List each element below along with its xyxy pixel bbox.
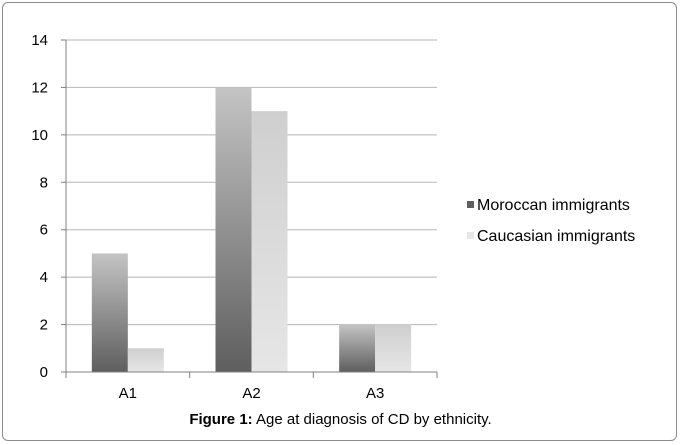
- ytick-label-8: 8: [40, 174, 48, 191]
- ytick-label-6: 6: [40, 222, 48, 239]
- legend: Moroccan immigrants Caucasian immigrants: [467, 197, 635, 245]
- bars: [91, 87, 412, 373]
- bar-caucasian-a3: [375, 324, 412, 372]
- bar-caucasian-a2: [251, 111, 288, 373]
- ytick-label-4: 4: [40, 269, 48, 286]
- bar-chart: 0 2 4 6 8 10 12 14 A1 A2 A3 Moroccan immigrants Ca…: [31, 32, 635, 402]
- legend-swatch-moroccan: [467, 201, 474, 208]
- ytick-label-2: 2: [40, 317, 48, 334]
- bar-moroccan-a2: [215, 87, 252, 372]
- ytick-label-12: 12: [31, 79, 48, 96]
- legend-swatch-caucasian: [467, 232, 474, 239]
- legend-label-moroccan: Moroccan immigrants: [477, 197, 630, 214]
- x-axis: A1 A2 A3: [65, 371, 438, 402]
- xtick-label-a2: A2: [242, 385, 260, 402]
- ytick-label-10: 10: [31, 127, 48, 144]
- xtick-label-a3: A3: [366, 385, 384, 402]
- ytick-label-14: 14: [31, 32, 48, 49]
- y-axis-ticks: 0 2 4 6 8 10 12 14: [31, 32, 67, 381]
- caption-text: Age at diagnosis of CD by ethnicity.: [252, 411, 492, 428]
- figure-caption: Figure 1: Age at diagnosis of CD by ethn…: [0, 411, 681, 428]
- legend-label-caucasian: Caucasian immigrants: [477, 228, 635, 245]
- xtick-label-a1: A1: [119, 385, 137, 402]
- caption-label: Figure 1:: [189, 411, 253, 428]
- bar-moroccan-a3: [339, 324, 376, 372]
- bar-moroccan-a1: [91, 253, 128, 372]
- bar-caucasian-a1: [127, 348, 164, 372]
- ytick-label-0: 0: [40, 364, 48, 381]
